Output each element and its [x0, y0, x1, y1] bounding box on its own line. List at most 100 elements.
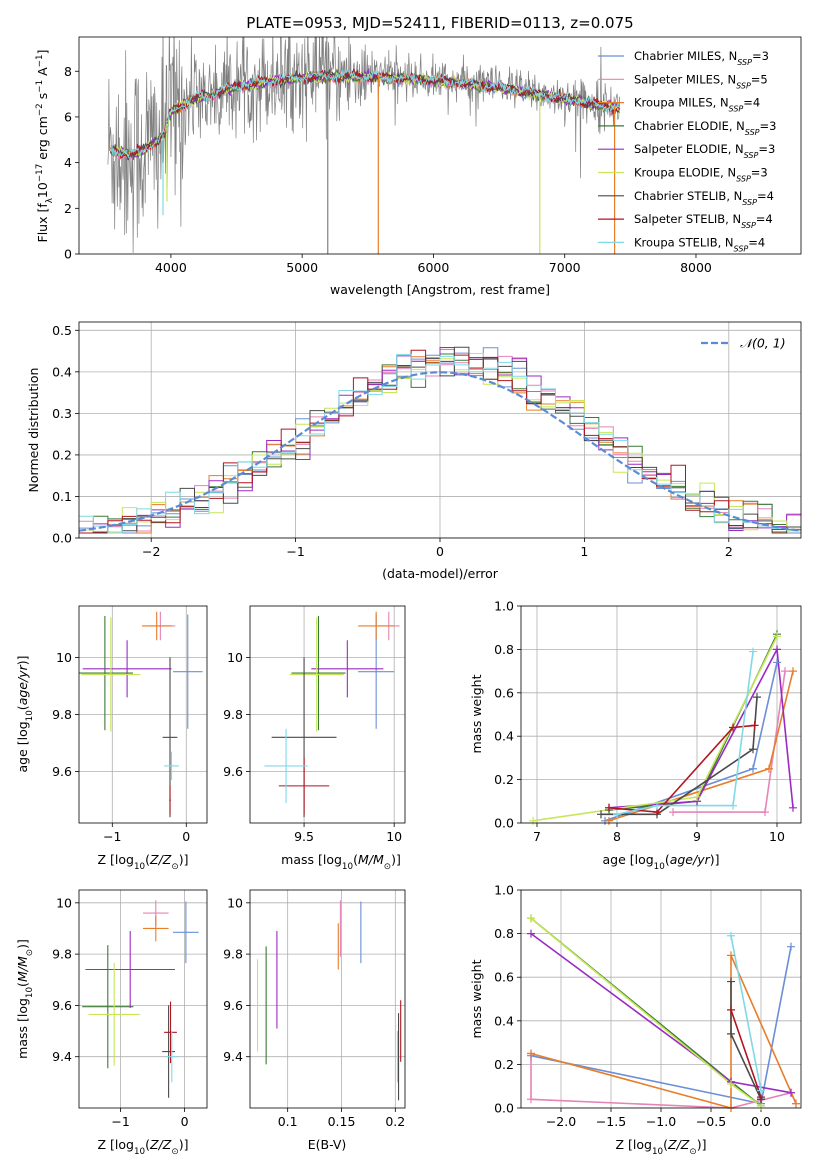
y-tick-label: 0.6: [494, 970, 514, 985]
mass-weight-marker: [727, 951, 735, 960]
y-tick-label: 0.4: [52, 364, 72, 379]
y-tick-label: 0: [64, 247, 72, 262]
spectrum-axes: 4000 5000 6000 7000 8000 0 2 4 6 8: [64, 36, 802, 275]
mass-weight-marker: [653, 801, 661, 810]
mass-weight-marker: [527, 914, 535, 923]
mass-weight-marker: [527, 1095, 535, 1104]
legend-label: Salpeter STELIB, NSSP=4: [634, 212, 773, 230]
mass-weight-line: [608, 670, 794, 822]
x-tick-label: −0.5: [696, 1114, 726, 1129]
mass-weight-marker: [781, 667, 789, 676]
x-tick-label: 0.0: [751, 1114, 771, 1129]
mass-weight-marker: [527, 1049, 535, 1058]
mass-weight-marker: [749, 647, 757, 656]
y-tick-label: 10: [56, 895, 72, 910]
legend-label: Kroupa MILES, NSSP=4: [634, 96, 760, 114]
y-tick-label: 6: [64, 109, 72, 124]
residuals-axes: −2 −1 0 1 2 0.0 0.1 0.2 0.3 0.4 0.5: [52, 321, 802, 559]
y-tick-label: 1.0: [494, 883, 514, 898]
residuals-xlabel: (data-model)/error: [382, 566, 499, 581]
residuals-plot-area: [79, 322, 801, 538]
age_vs_mass-axes: 9.5 10 9.6 9.8 10: [223, 605, 406, 844]
mass-weight-marker: [773, 645, 781, 654]
y-tick-label: 9.8: [223, 707, 243, 722]
legend-label: Salpeter ELODIE, NSSP=3: [634, 142, 775, 160]
spectrum-legend: Chabrier MILES, NSSP=3 Salpeter MILES, NS…: [598, 49, 776, 253]
x-tick-label: −1.5: [596, 1114, 626, 1129]
y-tick-label: 9.4: [52, 1049, 72, 1064]
x-tick-label: −1.0: [646, 1114, 676, 1129]
y-tick-label: 0.2: [494, 772, 514, 787]
mass_vs_Z-plot-area: [79, 890, 207, 1108]
mass-weight-marker: [765, 764, 773, 773]
mass_weight_vs_age-plot-area: [521, 606, 801, 823]
y-tick-label: 9.8: [52, 707, 72, 722]
y-tick-label: 10: [227, 650, 243, 665]
x-tick-label: 1: [580, 544, 588, 559]
mass-weight-line: [730, 935, 762, 1091]
y-tick-label: 0.6: [494, 685, 514, 700]
residual-histogram: [79, 346, 801, 534]
age_vs_Z-plot-area: [79, 606, 207, 823]
axes-frame: [520, 605, 802, 824]
y-tick-label: 0.0: [52, 531, 72, 546]
mass-weight-vs-age-xlabel: age [log10(age/yr)]: [602, 852, 719, 872]
x-tick-label: 0.2: [385, 1114, 405, 1129]
spectrum-model-line: [110, 71, 620, 160]
y-tick-label: 9.6: [223, 998, 243, 1013]
axes-frame: [520, 889, 802, 1109]
legend-label: Chabrier ELODIE, NSSP=3: [634, 119, 776, 137]
x-tick-label: 7: [533, 829, 541, 844]
residuals-ylabel: Normed distribution: [26, 368, 41, 493]
y-tick-label: 0.4: [494, 729, 514, 744]
mass-weight-line: [730, 1009, 762, 1098]
x-tick-label: 0: [181, 1114, 189, 1129]
mass_vs_ebv-axes: 0.1 0.15 0.2 9.4 9.6 9.8 10: [223, 889, 406, 1129]
x-tick-label: 9: [693, 829, 701, 844]
y-tick-label: 9.8: [223, 947, 243, 962]
spectrum-model-line: [110, 69, 620, 161]
normal-curve: [79, 371, 801, 532]
mass-weight-marker: [749, 745, 757, 754]
mass-weight-vs-age-ylabel: mass weight: [469, 674, 484, 753]
mass-weight-line: [532, 636, 778, 822]
x-tick-label: 6000: [418, 260, 450, 275]
mass-weight-marker: [727, 931, 735, 940]
y-tick-label: 0.4: [494, 1013, 514, 1028]
axes-frame: [78, 321, 802, 539]
axes-frame: [249, 605, 406, 824]
mass-weight-marker: [729, 723, 737, 732]
mass-weight-line: [604, 662, 778, 822]
y-tick-label: 10: [227, 895, 243, 910]
y-tick-label: 9.4: [223, 1049, 243, 1064]
mass-vs-Z-xlabel: Z [log10(Z/Z⊙)]: [98, 1137, 189, 1157]
y-tick-label: 0.2: [52, 447, 72, 462]
y-tick-label: 0.3: [52, 406, 72, 421]
mass-weight-marker: [773, 658, 781, 667]
y-tick-label: 4: [64, 155, 72, 170]
figure-title: PLATE=0953, MJD=52411, FIBERID=0113, z=0…: [246, 14, 633, 32]
mass-weight-marker: [669, 808, 677, 817]
axes-frame: [78, 36, 802, 255]
x-tick-label: 10: [386, 829, 402, 844]
y-tick-label: 0.5: [52, 323, 72, 338]
mass-weight-marker: [727, 1005, 735, 1014]
y-tick-label: 9.6: [52, 764, 72, 779]
x-tick-label: −2: [142, 544, 160, 559]
spectrum-plot-area: [107, 37, 621, 254]
x-tick-label: −1: [286, 544, 304, 559]
mass-weight-marker: [761, 808, 769, 817]
y-tick-label: 9.8: [52, 947, 72, 962]
mass_weight_vs_age-axes: 7 8 9 10 0.0 0.2 0.4 0.6 0.8 1.0: [494, 599, 802, 844]
mass-weight-marker: [789, 803, 797, 812]
mass-weight-marker: [749, 764, 757, 773]
mass-weight-marker: [597, 810, 605, 819]
mass-weight-marker: [529, 816, 537, 825]
mass-vs-ebv-xlabel: E(B-V): [308, 1137, 347, 1152]
mass-vs-Z-ylabel: mass [log10(M/M⊙)]: [15, 939, 35, 1059]
y-tick-label: 1.0: [494, 599, 514, 614]
spectrum-xlabel: wavelength [Angstrom, rest frame]: [330, 282, 550, 297]
axes-frame: [249, 889, 406, 1109]
mass-weight-marker: [693, 792, 701, 801]
